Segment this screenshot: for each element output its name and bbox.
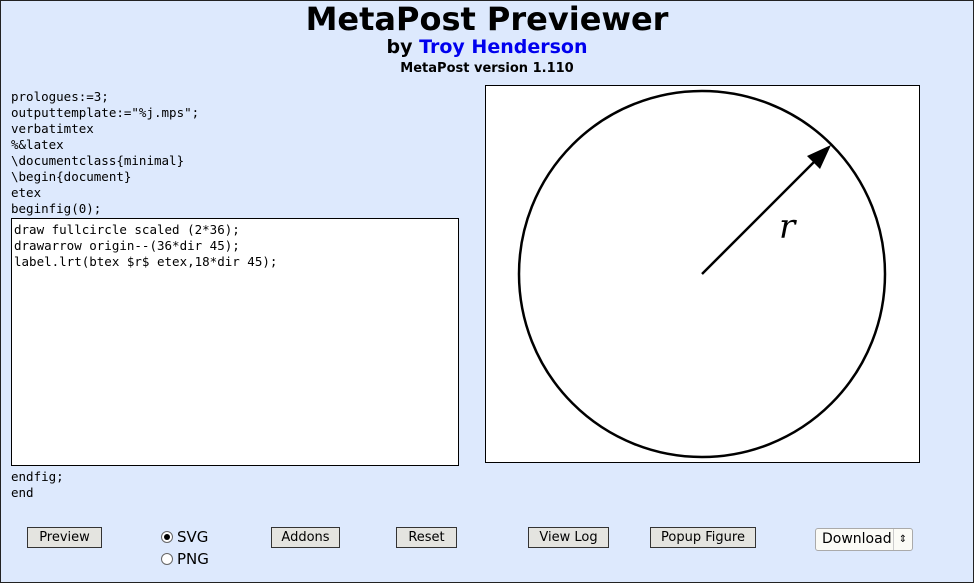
- author-link[interactable]: Troy Henderson: [419, 36, 588, 58]
- radio-checked-icon[interactable]: [161, 531, 173, 543]
- view-log-button[interactable]: View Log: [528, 527, 609, 548]
- code-editor-text[interactable]: draw fullcircle scaled (2*36); drawarrow…: [14, 222, 278, 269]
- figure-arrow: [701, 156, 820, 275]
- code-postamble: endfig; end: [11, 469, 64, 500]
- figure-preview: r: [485, 85, 920, 463]
- download-label: Download: [822, 531, 892, 547]
- figure-label-r: r: [779, 207, 797, 247]
- byline: by Troy Henderson: [0, 36, 974, 58]
- preview-button[interactable]: Preview: [27, 527, 102, 548]
- addons-button[interactable]: Addons: [271, 527, 340, 548]
- figure-circle: [517, 89, 887, 459]
- reset-button[interactable]: Reset: [396, 527, 457, 548]
- code-preamble: prologues:=3; outputtemplate:="%j.mps"; …: [11, 89, 200, 216]
- page-title: MetaPost Previewer: [305, 0, 669, 38]
- svg-label: SVG: [177, 528, 209, 546]
- svg-radio[interactable]: SVG: [161, 528, 208, 546]
- download-select[interactable]: Download ⇕: [815, 528, 913, 551]
- arrow-head: [807, 145, 831, 169]
- figure-svg: r: [517, 89, 887, 459]
- updown-arrows-icon[interactable]: ⇕: [893, 529, 912, 550]
- radio-unchecked-icon[interactable]: [161, 553, 173, 565]
- popup-figure-button[interactable]: Popup Figure: [650, 527, 756, 548]
- png-label: PNG: [177, 550, 209, 568]
- version-text: MetaPost version 1.110: [400, 61, 574, 76]
- by-text: by: [386, 36, 413, 58]
- code-editor[interactable]: draw fullcircle scaled (2*36); drawarrow…: [11, 218, 459, 466]
- png-radio[interactable]: PNG: [161, 550, 209, 568]
